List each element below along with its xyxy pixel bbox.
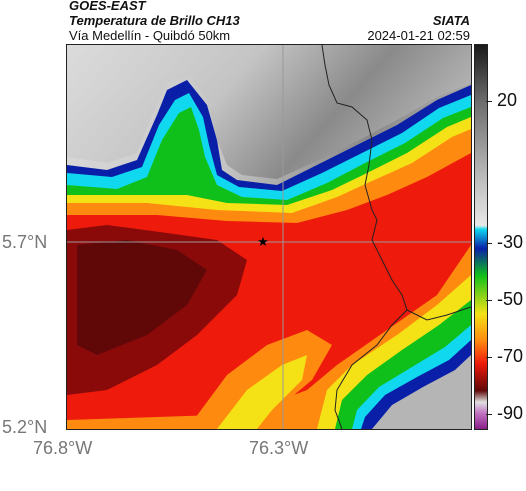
colorbar: [474, 44, 488, 430]
south-band-yellow: [217, 355, 307, 429]
lat-tick-label: 5.2°N: [2, 417, 48, 437]
map-canvas: ★: [67, 45, 471, 429]
cloud-core-coldest: [77, 240, 207, 355]
agency-label: SIATA: [432, 13, 470, 28]
south-band-orange: [187, 330, 332, 429]
border-line-east: [406, 306, 471, 321]
product-title: Temperatura de Brillo CH13: [69, 13, 240, 28]
se-clear-region: [372, 355, 471, 429]
satellite-map: ★: [66, 44, 472, 430]
lon-tick-label: 76.3°W: [249, 438, 309, 458]
colorbar-tick-mark: [486, 356, 492, 358]
lat-tick-label: 5.7°N: [2, 232, 48, 252]
star-icon: ★: [257, 235, 269, 250]
colorbar-tick-mark: [486, 100, 492, 102]
region-label: Vía Medellín - Quibdó 50km: [69, 28, 231, 43]
colorbar-tick-label: -30: [497, 232, 524, 253]
border-line: [321, 45, 408, 429]
colorbar-tick-mark: [486, 243, 492, 245]
colorbar-tick-label: 20: [497, 89, 518, 110]
colorbar-tick-mark: [486, 300, 492, 301]
clear-sky-region: [67, 45, 471, 179]
colorbar-tick-label: -90: [497, 402, 524, 423]
colorbar-tick-label: -50: [497, 289, 524, 309]
colorbar-tick-mark: [486, 413, 492, 415]
colorbar-tick-label: -70: [497, 345, 524, 366]
lon-tick-label: 76.8°W: [33, 438, 93, 458]
satellite-title: GOES-EAST: [69, 0, 146, 13]
datetime-label: 2024-01-21 02:59: [367, 28, 470, 43]
